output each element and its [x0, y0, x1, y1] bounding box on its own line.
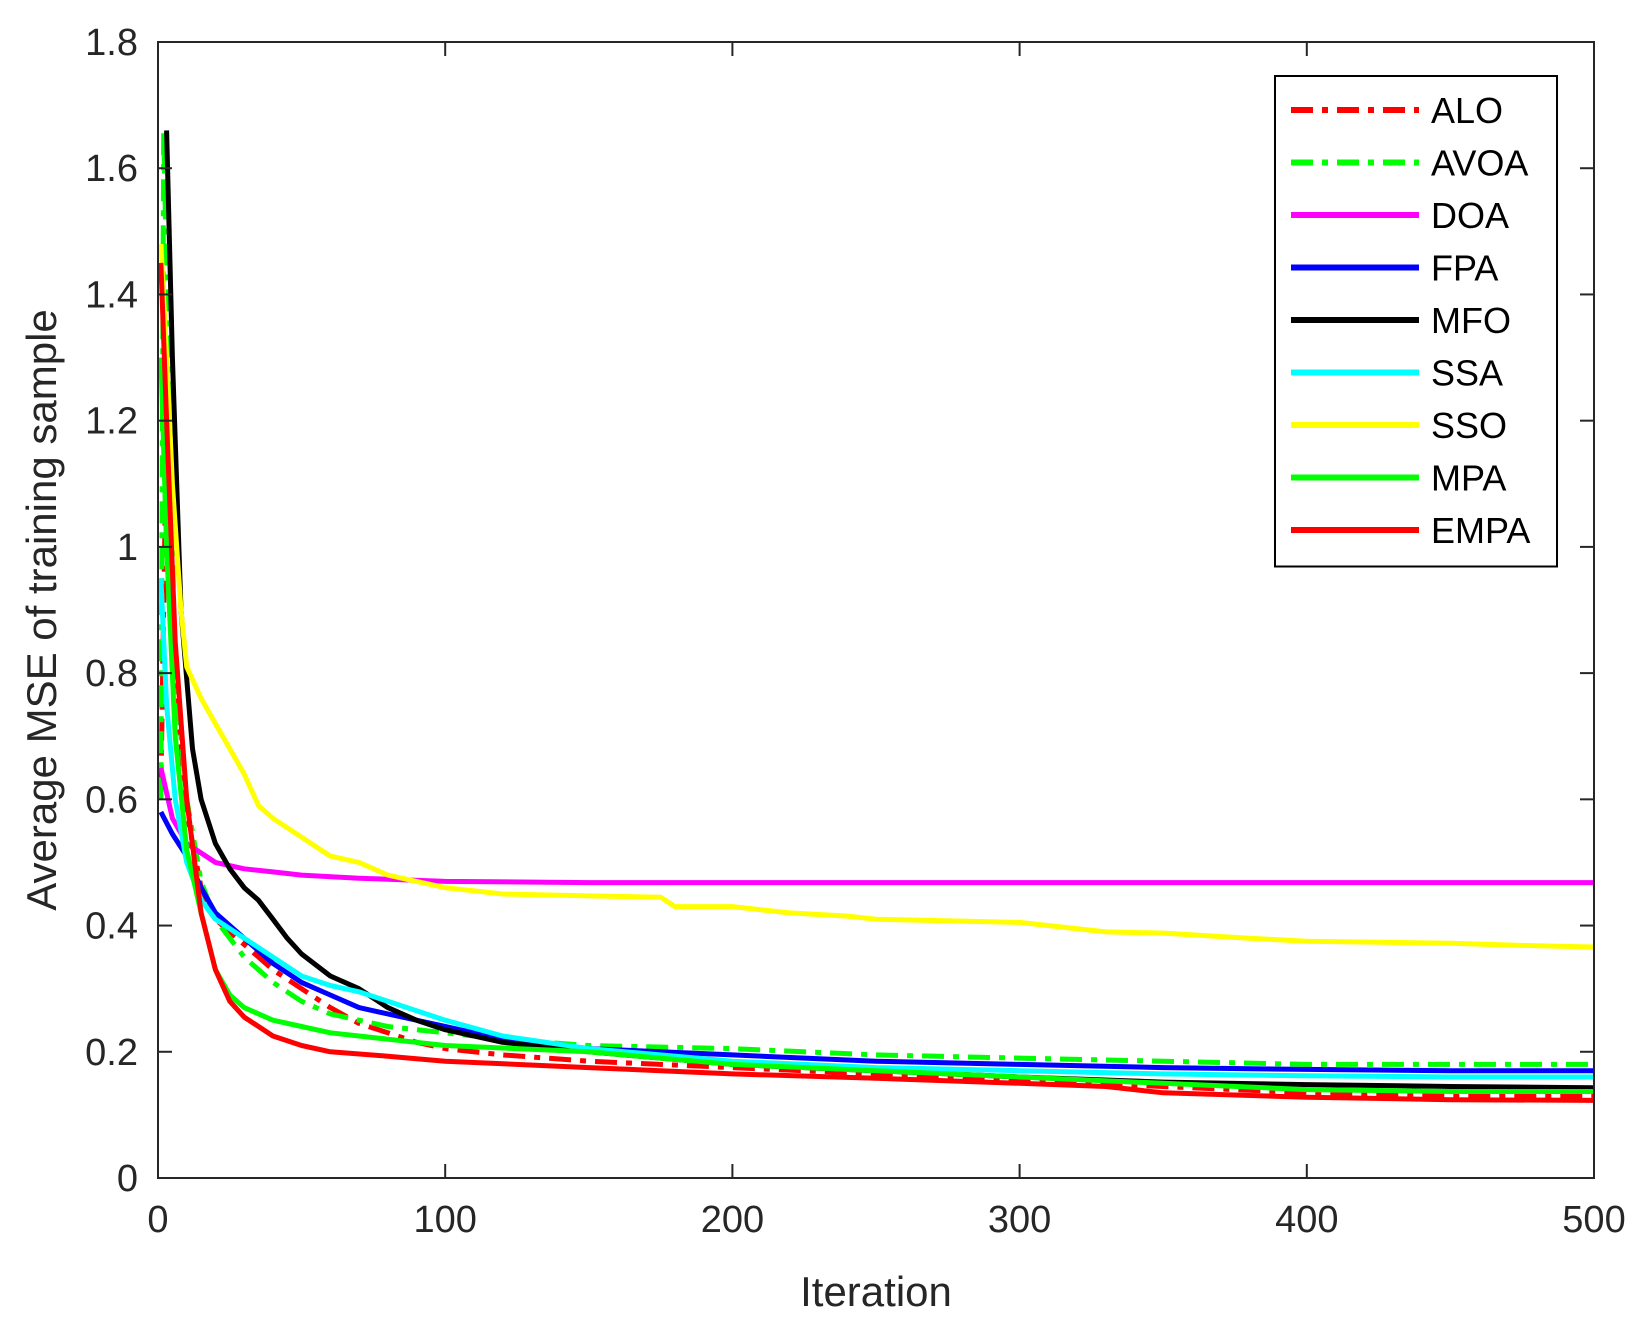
y-tick-label: 1: [117, 527, 138, 569]
y-tick-label: 0.2: [85, 1032, 138, 1074]
legend: ALO AVOA DOA FPA MFO SSA SSO MPA EMPA: [1274, 75, 1558, 568]
y-tick-label: 0.6: [85, 779, 138, 821]
x-tick-label: 100: [413, 1199, 476, 1241]
y-tick-label: 1.2: [85, 401, 138, 443]
legend-label-mpa: MPA: [1431, 458, 1506, 499]
legend-label-sso: SSO: [1431, 405, 1507, 446]
x-tick-label: 500: [1562, 1199, 1625, 1241]
y-tick-label: 0.8: [85, 653, 138, 695]
x-tick-label: 200: [701, 1199, 764, 1241]
x-tick-label: 0: [147, 1199, 168, 1241]
x-tick-label: 400: [1275, 1199, 1338, 1241]
legend-label-mfo: MFO: [1431, 300, 1511, 341]
tick-layer: 0 100 200 300 400 500 0 0.2 0.4 0.6 0.8 1 1.2 1.4 1.6 1…: [85, 22, 1626, 1241]
x-tick-label: 300: [988, 1199, 1051, 1241]
x-axis-label: Iteration: [800, 1268, 952, 1315]
legend-label-ssa: SSA: [1431, 353, 1503, 394]
legend-label-avoa: AVOA: [1431, 143, 1528, 184]
legend-label-alo: ALO: [1431, 90, 1503, 131]
legend-label-doa: DOA: [1431, 195, 1509, 236]
y-tick-label: 0: [117, 1158, 138, 1200]
legend-label-fpa: FPA: [1431, 248, 1498, 289]
y-tick-label: 1.8: [85, 22, 138, 64]
series-line-fpa: [158, 810, 1594, 1074]
y-tick-label: 1.4: [85, 274, 138, 316]
y-tick-label: 0.4: [85, 906, 138, 948]
plot-frame: [157, 41, 1595, 1179]
series-line-sso: [158, 243, 1595, 950]
legend-label-empa: EMPA: [1431, 510, 1530, 551]
series-line-mpa: [158, 357, 1594, 1094]
series-line-empa: [158, 262, 1595, 1103]
y-tick-label: 1.6: [85, 148, 138, 190]
series-line-alo: [158, 418, 1594, 1099]
series-layer: [158, 127, 1595, 1103]
y-axis-label: Average MSE of training sample: [18, 309, 65, 911]
